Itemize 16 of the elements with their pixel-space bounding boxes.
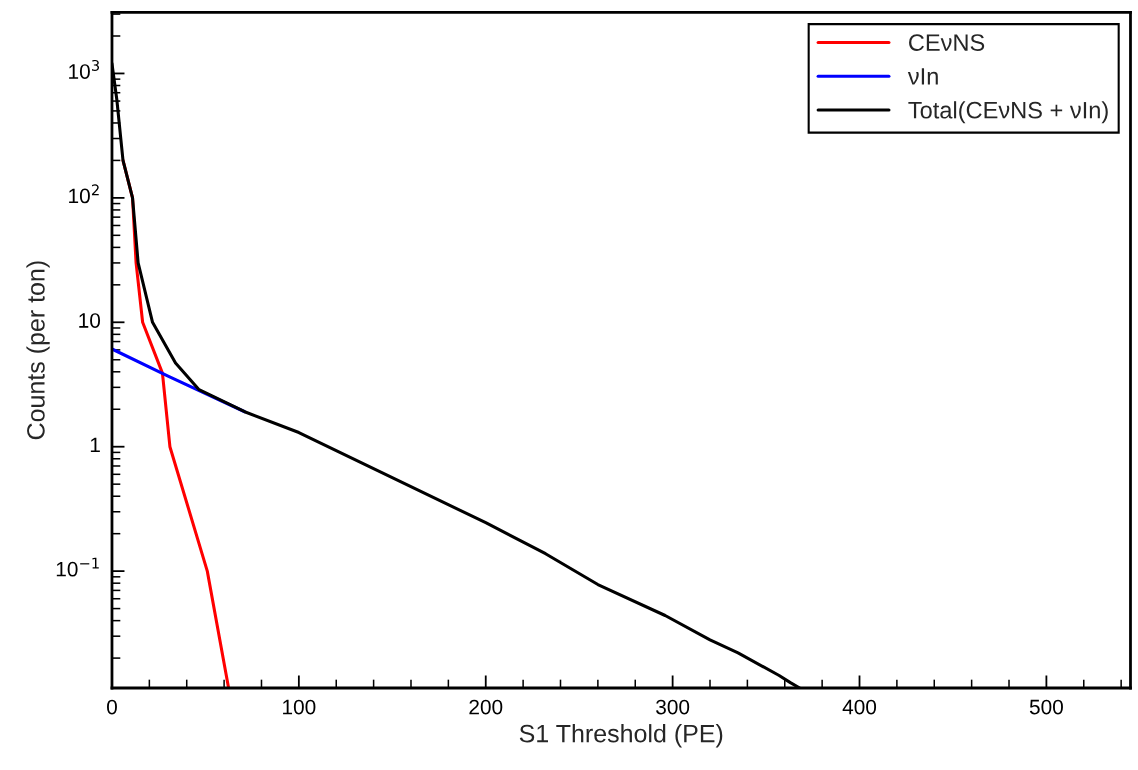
legend-label: νIn [907, 68, 938, 85]
y-tick-label: 10 [79, 313, 101, 328]
x-tick-label: 400 [842, 699, 877, 715]
y-tick-label: 10$^{3}$ [69, 59, 100, 79]
x-tick-label: 0 [107, 699, 117, 715]
legend-label: Total(CEνNS + νIn) [908, 101, 1108, 124]
x-axis-title: S1 Threshold (PE) [519, 724, 723, 748]
y-tick-label: 10$^{−1}$ [56, 557, 99, 577]
legend-label: CEνNS [909, 34, 985, 51]
y-tick-label: 10$^{2}$ [69, 184, 99, 204]
x-tick-label: 300 [656, 699, 690, 715]
x-tick-label: 200 [469, 699, 503, 715]
y-axis-title: Counts (per ton) [26, 261, 50, 440]
y-tick-label: 1 [90, 437, 100, 453]
x-tick-label: 500 [1029, 699, 1063, 715]
x-tick-label: 100 [283, 699, 316, 715]
